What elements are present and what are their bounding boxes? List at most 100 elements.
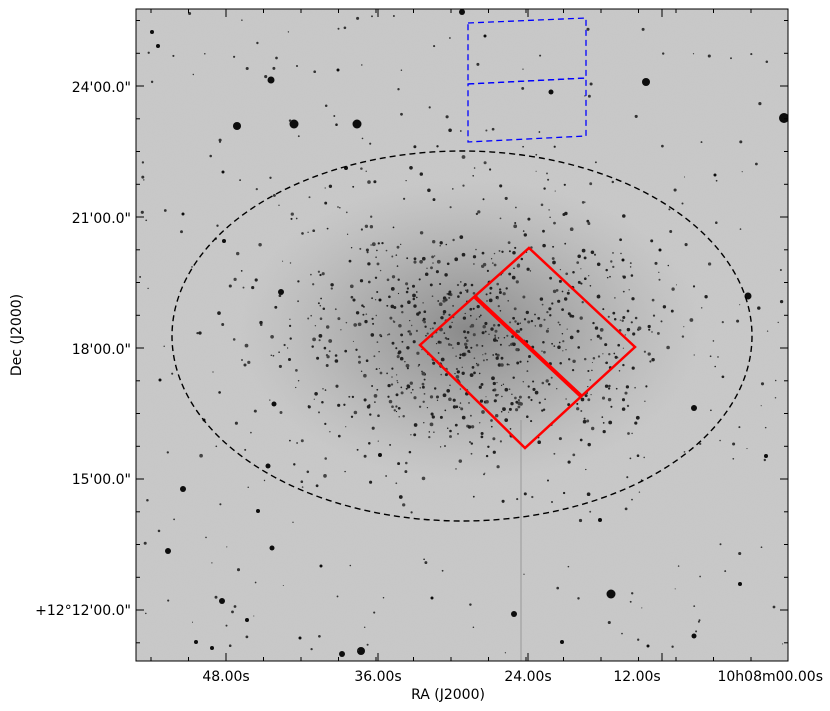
- galaxy-star: [191, 266, 193, 268]
- galaxy-star: [500, 356, 504, 360]
- galaxy-star: [532, 380, 535, 383]
- faint-field-star: [535, 153, 538, 156]
- faint-field-star: [171, 372, 174, 375]
- galaxy-star: [470, 283, 474, 287]
- faint-field-star: [624, 507, 628, 511]
- galaxy-star: [286, 347, 289, 349]
- galaxy-star: [484, 330, 487, 333]
- galaxy-star: [458, 459, 463, 463]
- faint-field-star: [218, 138, 222, 142]
- faint-field-star: [763, 458, 766, 462]
- faint-field-star: [629, 266, 632, 268]
- y-tick-label: 15'00.0": [72, 472, 131, 488]
- galaxy-star: [609, 275, 611, 278]
- galaxy-star: [631, 366, 635, 370]
- galaxy-star: [405, 290, 409, 294]
- galaxy-star: [604, 343, 608, 347]
- galaxy-star: [323, 474, 327, 478]
- x-tick-label: 24.00s: [504, 669, 551, 685]
- field-star: [233, 122, 241, 130]
- faint-field-star: [313, 70, 317, 74]
- sky-image: [136, 9, 788, 661]
- galaxy-star: [455, 405, 459, 409]
- faint-field-star: [444, 298, 448, 302]
- galaxy-star: [557, 345, 561, 350]
- faint-field-star: [684, 243, 688, 247]
- faint-field-star: [209, 154, 212, 158]
- galaxy-star: [612, 311, 616, 315]
- galaxy-star: [376, 388, 379, 391]
- faint-field-star: [758, 102, 762, 106]
- galaxy-star: [337, 317, 341, 321]
- galaxy-star: [416, 351, 420, 355]
- galaxy-star: [405, 363, 410, 368]
- galaxy-star: [590, 338, 592, 341]
- galaxy-star: [364, 224, 369, 228]
- galaxy-star: [337, 403, 341, 407]
- galaxy-star: [413, 304, 417, 308]
- galaxy-star: [597, 355, 601, 358]
- galaxy-star: [496, 465, 500, 469]
- galaxy-star: [527, 217, 531, 221]
- galaxy-star: [289, 337, 292, 340]
- galaxy-star: [322, 307, 326, 311]
- faint-field-star: [739, 228, 742, 230]
- galaxy-star: [563, 183, 566, 186]
- galaxy-star: [602, 422, 605, 424]
- galaxy-star: [506, 363, 509, 366]
- faint-field-star: [395, 405, 398, 408]
- galaxy-star: [415, 296, 418, 299]
- field-star: [779, 113, 788, 123]
- galaxy-star: [397, 292, 400, 295]
- galaxy-star: [478, 385, 482, 389]
- galaxy-star: [599, 328, 604, 332]
- galaxy-star: [312, 283, 315, 286]
- galaxy-star: [421, 382, 425, 386]
- faint-field-star: [608, 384, 611, 388]
- galaxy-star: [596, 334, 600, 338]
- galaxy-star: [542, 340, 545, 344]
- galaxy-star: [413, 257, 417, 261]
- galaxy-star: [440, 357, 445, 362]
- faint-field-star: [618, 370, 621, 372]
- field-star: [271, 401, 277, 407]
- galaxy-star: [516, 361, 520, 365]
- galaxy-star: [607, 315, 610, 318]
- galaxy-star: [444, 445, 446, 447]
- galaxy-star: [515, 347, 519, 352]
- galaxy-star: [634, 421, 638, 425]
- galaxy-star: [692, 285, 696, 288]
- galaxy-star: [543, 318, 546, 321]
- faint-field-star: [521, 86, 525, 90]
- galaxy-star: [480, 382, 484, 386]
- galaxy-star: [576, 329, 580, 333]
- faint-field-star: [366, 251, 369, 254]
- faint-field-star: [356, 16, 360, 20]
- faint-field-star: [774, 379, 777, 382]
- galaxy-star: [371, 317, 374, 320]
- galaxy-star: [670, 309, 674, 313]
- galaxy-star: [485, 129, 488, 132]
- galaxy-star: [564, 242, 567, 245]
- galaxy-star: [233, 277, 237, 282]
- faint-field-star: [483, 473, 485, 476]
- galaxy-star: [643, 456, 646, 459]
- faint-field-star: [449, 37, 451, 39]
- faint-field-star: [180, 230, 183, 234]
- faint-field-star: [297, 135, 300, 138]
- x-tick-label: 48.00s: [202, 669, 249, 685]
- galaxy-star: [421, 476, 426, 481]
- galaxy-star: [492, 450, 496, 454]
- galaxy-star: [439, 415, 443, 419]
- galaxy-star: [511, 393, 513, 395]
- field-star: [606, 589, 616, 599]
- galaxy-star: [430, 412, 434, 416]
- galaxy-star: [497, 323, 501, 327]
- galaxy-star: [367, 180, 371, 184]
- galaxy-star: [548, 307, 552, 311]
- faint-field-star: [204, 53, 206, 55]
- faint-field-star: [539, 54, 542, 57]
- galaxy-star: [504, 387, 509, 392]
- galaxy-star: [604, 362, 607, 364]
- faint-field-star: [172, 54, 175, 57]
